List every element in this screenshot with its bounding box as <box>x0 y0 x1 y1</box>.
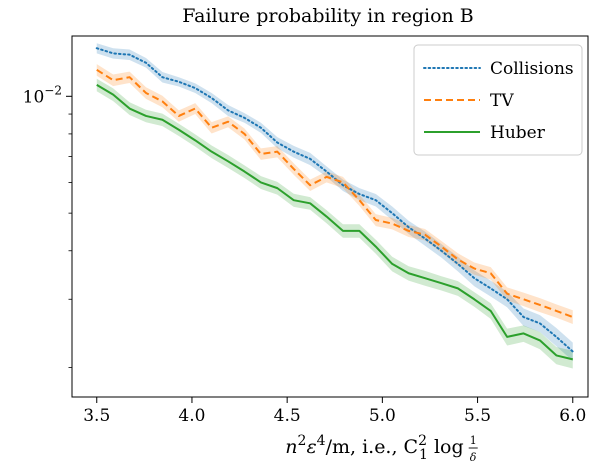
xlabel-middle: /m, i.e., C <box>326 436 419 458</box>
series-line-collisions <box>95 47 574 353</box>
x-tick-label: 6.0 <box>559 406 586 426</box>
x-tick-label: 4.5 <box>274 406 301 426</box>
x-tick-label: 4.0 <box>178 406 205 426</box>
xlabel-epsilon-exponent: 4 <box>317 433 326 449</box>
xlabel-log: log <box>428 436 470 458</box>
x-tick-label: 5.0 <box>369 406 396 426</box>
plot-frame <box>71 35 589 398</box>
xlabel-n: n <box>285 436 297 458</box>
axes: 3.5 4.0 4.5 5.0 5.5 6.0 10−2 <box>23 35 589 426</box>
x-tick-label: 3.5 <box>83 406 110 426</box>
series-line-tv <box>96 68 574 318</box>
y-tick-exponent: −2 <box>44 83 62 97</box>
chart-title: Failure probability in region B <box>182 5 474 27</box>
y-tick-base: 10 <box>23 87 45 107</box>
xlabel-epsilon: ε <box>306 436 316 458</box>
xlabel-c-exponent: 2 <box>418 433 427 449</box>
band-tv <box>96 64 573 325</box>
legend-label-huber: Huber <box>490 123 546 143</box>
x-tick-label: 5.5 <box>464 406 491 426</box>
xlabel-frac-numerator: 1 <box>470 434 477 447</box>
series-line-huber <box>96 84 574 361</box>
legend: Collisions TV Huber <box>413 44 583 156</box>
legend-label-collisions: Collisions <box>490 59 574 79</box>
legend-box <box>413 44 583 156</box>
xlabel-n-exponent: 2 <box>298 433 307 449</box>
xlabel-frac-denominator: δ <box>470 451 477 464</box>
series-lines <box>95 47 574 361</box>
legend-label-tv: TV <box>490 91 514 111</box>
xlabel-c-subscript: 1 <box>419 447 428 463</box>
y-tick-label: 10−2 <box>23 83 62 107</box>
